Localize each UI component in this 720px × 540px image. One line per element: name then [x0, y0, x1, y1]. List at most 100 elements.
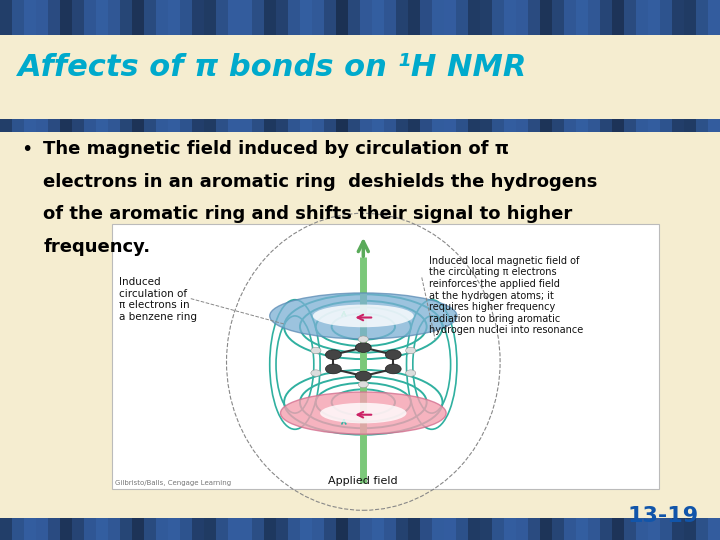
Text: •: •: [22, 140, 33, 159]
Bar: [408, 0, 420, 35]
Bar: [180, 119, 192, 132]
Bar: [84, 0, 96, 35]
Bar: [60, 518, 72, 540]
Bar: [432, 0, 444, 35]
Bar: [360, 518, 372, 540]
Text: frequency.: frequency.: [43, 238, 150, 255]
Bar: [672, 0, 684, 35]
Bar: [636, 0, 648, 35]
Bar: [624, 518, 636, 540]
Bar: [264, 518, 276, 540]
Bar: [456, 518, 468, 540]
Bar: [0, 0, 720, 35]
Bar: [132, 119, 144, 132]
Bar: [144, 119, 156, 132]
Bar: [492, 518, 504, 540]
Bar: [564, 119, 576, 132]
Bar: [696, 0, 708, 35]
Bar: [504, 518, 516, 540]
Bar: [684, 518, 696, 540]
Bar: [480, 0, 492, 35]
Bar: [240, 0, 252, 35]
Bar: [60, 119, 72, 132]
Bar: [24, 518, 36, 540]
Bar: [564, 0, 576, 35]
Bar: [72, 0, 84, 35]
Bar: [528, 0, 540, 35]
Bar: [324, 518, 336, 540]
Bar: [648, 119, 660, 132]
Bar: [636, 518, 648, 540]
Bar: [516, 119, 528, 132]
Bar: [0, 35, 720, 119]
Bar: [636, 119, 648, 132]
Bar: [444, 0, 456, 35]
Bar: [156, 0, 168, 35]
Bar: [252, 119, 264, 132]
Bar: [12, 518, 24, 540]
Bar: [288, 0, 300, 35]
Bar: [396, 119, 408, 132]
Bar: [540, 119, 552, 132]
Bar: [336, 518, 348, 540]
Bar: [192, 119, 204, 132]
Bar: [672, 119, 684, 132]
Ellipse shape: [320, 403, 407, 423]
Bar: [660, 119, 672, 132]
Bar: [528, 518, 540, 540]
Bar: [168, 518, 180, 540]
Bar: [312, 518, 324, 540]
Text: Gilbristo/Balls, Cengage Learning: Gilbristo/Balls, Cengage Learning: [115, 480, 231, 486]
Bar: [372, 119, 384, 132]
Bar: [324, 119, 336, 132]
Bar: [384, 518, 396, 540]
Ellipse shape: [405, 347, 415, 354]
Bar: [372, 0, 384, 35]
Bar: [600, 0, 612, 35]
Bar: [588, 518, 600, 540]
Bar: [696, 518, 708, 540]
Bar: [0, 132, 720, 518]
Ellipse shape: [325, 364, 341, 374]
Bar: [348, 119, 360, 132]
Bar: [552, 119, 564, 132]
Bar: [504, 0, 516, 35]
Text: Affects of π bonds on ¹H NMR: Affects of π bonds on ¹H NMR: [18, 53, 527, 82]
Ellipse shape: [359, 336, 369, 342]
Bar: [120, 0, 132, 35]
Bar: [324, 0, 336, 35]
Bar: [180, 0, 192, 35]
Bar: [336, 119, 348, 132]
Bar: [384, 119, 396, 132]
Bar: [456, 119, 468, 132]
Bar: [216, 0, 228, 35]
Bar: [492, 0, 504, 35]
Bar: [204, 518, 216, 540]
Bar: [120, 518, 132, 540]
Bar: [348, 0, 360, 35]
Bar: [468, 119, 480, 132]
Bar: [48, 0, 60, 35]
Bar: [84, 518, 96, 540]
Bar: [144, 0, 156, 35]
Bar: [432, 518, 444, 540]
Bar: [36, 0, 48, 35]
Bar: [0, 119, 720, 132]
Ellipse shape: [405, 370, 415, 376]
Bar: [228, 518, 240, 540]
Bar: [552, 0, 564, 35]
Bar: [312, 119, 324, 132]
Bar: [516, 0, 528, 35]
Bar: [288, 518, 300, 540]
Bar: [456, 0, 468, 35]
Bar: [0, 518, 12, 540]
Bar: [276, 0, 288, 35]
Bar: [360, 119, 372, 132]
Bar: [132, 518, 144, 540]
Bar: [600, 119, 612, 132]
Bar: [360, 0, 372, 35]
Bar: [112, 224, 659, 489]
Bar: [336, 0, 348, 35]
Ellipse shape: [385, 350, 401, 360]
Bar: [252, 0, 264, 35]
